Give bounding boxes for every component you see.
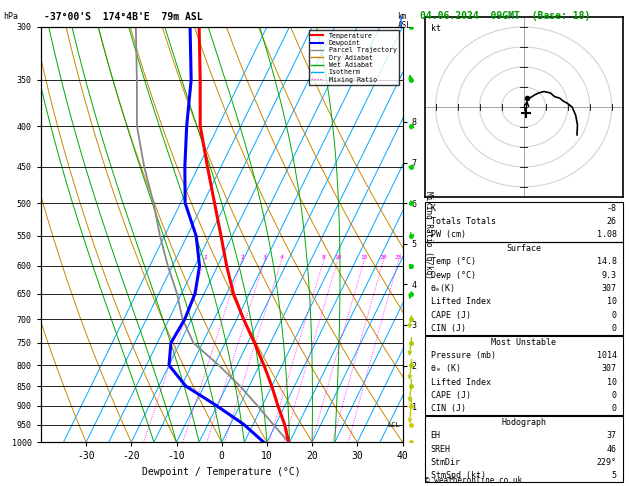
Text: Pressure (mb): Pressure (mb) <box>430 351 496 360</box>
Y-axis label: Mixing Ratio (g/kg): Mixing Ratio (g/kg) <box>424 191 433 278</box>
Text: 307: 307 <box>602 364 617 373</box>
Text: 26: 26 <box>607 217 617 226</box>
Text: CIN (J): CIN (J) <box>430 404 465 413</box>
Text: 20: 20 <box>380 255 387 260</box>
Text: 1014: 1014 <box>597 351 617 360</box>
Text: 04.06.2024  09GMT  (Base: 18): 04.06.2024 09GMT (Base: 18) <box>420 11 591 21</box>
Text: 3: 3 <box>263 255 267 260</box>
Text: 5: 5 <box>612 471 617 480</box>
Text: Hodograph: Hodograph <box>501 418 546 427</box>
Bar <box>425 202 623 242</box>
Text: hPa: hPa <box>3 12 18 21</box>
Text: km
ASL: km ASL <box>398 12 411 30</box>
Bar <box>425 416 623 483</box>
Text: 15: 15 <box>360 255 368 260</box>
Text: K: K <box>430 204 435 213</box>
Text: Lifted Index: Lifted Index <box>430 297 491 306</box>
Text: 1: 1 <box>203 255 207 260</box>
Text: 0: 0 <box>612 391 617 400</box>
Text: 10: 10 <box>607 378 617 386</box>
Text: 1.08: 1.08 <box>597 230 617 239</box>
Text: θₑ(K): θₑ(K) <box>430 284 455 293</box>
Text: CIN (J): CIN (J) <box>430 324 465 333</box>
Legend: Temperature, Dewpoint, Parcel Trajectory, Dry Adiabat, Wet Adiabat, Isotherm, Mi: Temperature, Dewpoint, Parcel Trajectory… <box>309 30 399 86</box>
Text: 2: 2 <box>240 255 244 260</box>
Text: θₑ (K): θₑ (K) <box>430 364 460 373</box>
Text: CAPE (J): CAPE (J) <box>430 311 470 319</box>
Text: 229°: 229° <box>597 458 617 467</box>
Text: StmDir: StmDir <box>430 458 460 467</box>
Text: EH: EH <box>430 432 440 440</box>
Text: 25: 25 <box>395 255 403 260</box>
Text: |: | <box>399 16 403 27</box>
Text: kt: kt <box>431 24 441 33</box>
Text: 9.3: 9.3 <box>602 271 617 280</box>
Text: Dewp (°C): Dewp (°C) <box>430 271 476 280</box>
Text: -8: -8 <box>607 204 617 213</box>
Text: SREH: SREH <box>430 445 450 453</box>
X-axis label: Dewpoint / Temperature (°C): Dewpoint / Temperature (°C) <box>142 467 301 477</box>
Text: © weatheronline.co.uk: © weatheronline.co.uk <box>425 476 521 485</box>
Text: 37: 37 <box>607 432 617 440</box>
Text: 10: 10 <box>334 255 342 260</box>
Text: Lifted Index: Lifted Index <box>430 378 491 386</box>
Text: -37°00'S  174°4B'E  79m ASL: -37°00'S 174°4B'E 79m ASL <box>44 12 203 22</box>
Text: 0: 0 <box>612 404 617 413</box>
Text: CAPE (J): CAPE (J) <box>430 391 470 400</box>
Bar <box>425 242 623 335</box>
Text: 0: 0 <box>612 311 617 319</box>
Text: Temp (°C): Temp (°C) <box>430 258 476 266</box>
Bar <box>425 336 623 416</box>
Text: 0: 0 <box>612 324 617 333</box>
Text: Totals Totals: Totals Totals <box>430 217 496 226</box>
Text: 14.8: 14.8 <box>597 258 617 266</box>
Text: LCL: LCL <box>387 422 400 428</box>
Text: 10: 10 <box>607 297 617 306</box>
Text: 46: 46 <box>607 445 617 453</box>
Text: Surface: Surface <box>506 244 541 253</box>
Text: PW (cm): PW (cm) <box>430 230 465 239</box>
Text: StmSpd (kt): StmSpd (kt) <box>430 471 486 480</box>
Text: Most Unstable: Most Unstable <box>491 338 556 347</box>
Text: 4: 4 <box>280 255 284 260</box>
Text: 307: 307 <box>602 284 617 293</box>
Text: 8: 8 <box>322 255 326 260</box>
